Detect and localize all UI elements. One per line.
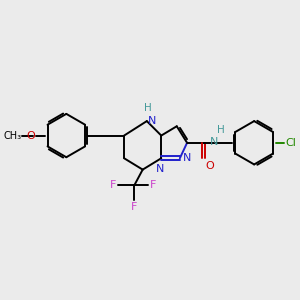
Text: H: H <box>144 103 152 113</box>
Text: N: N <box>183 153 191 163</box>
Text: CH₃: CH₃ <box>4 130 22 141</box>
Text: N: N <box>148 116 156 126</box>
Text: N: N <box>156 164 164 174</box>
Text: O: O <box>27 130 35 141</box>
Text: Cl: Cl <box>285 138 296 148</box>
Text: F: F <box>150 180 156 190</box>
Text: F: F <box>110 180 116 190</box>
Text: O: O <box>206 161 214 171</box>
Text: N: N <box>210 137 218 147</box>
Text: F: F <box>131 202 138 212</box>
Text: H: H <box>217 124 225 134</box>
